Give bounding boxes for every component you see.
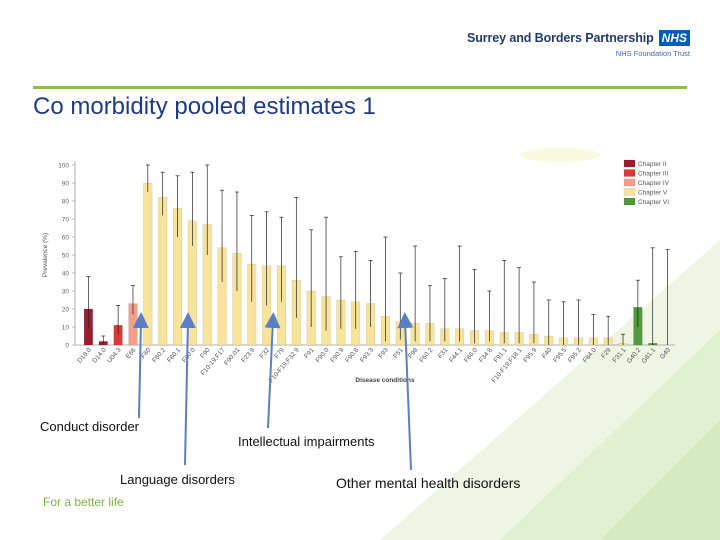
x-tick-label: U04.3 [106,347,123,365]
legend-swatch [623,169,636,177]
x-tick-label: F93 [377,346,390,359]
x-tick-label: F98 [407,346,420,359]
x-tick-label: G40 [659,346,673,360]
y-axis-title: Prevalence (%) [42,233,49,277]
y-tick-label: 80 [62,199,70,206]
footer-tagline: For a better life [43,495,124,509]
x-tick-label: F80 [140,346,153,359]
nhs-badge: NHS [658,30,690,46]
y-tick-label: 50 [62,253,70,260]
x-tick-label: F90.8 [344,346,360,364]
x-tick-label: F51 [392,346,405,359]
legend-label: Chapter VI [638,199,669,206]
x-tick-label: F80.2 [151,346,167,364]
y-tick-label: 0 [65,343,69,350]
x-tick-label: F86.0 [463,346,479,364]
y-tick-label: 30 [62,289,70,296]
bar-F80 [143,182,153,346]
org-name: Surrey and Borders Partnership [467,31,654,45]
legend-label: Chapter V [638,190,668,197]
title-rule [33,86,687,89]
x-tick-label: F84.0 [582,346,598,364]
x-tick-label: F40 [541,346,554,359]
y-tick-label: 70 [62,217,70,224]
callout-intellectual-impairments: Intellectual impairments [238,434,375,449]
x-tick-label: F95.2 [567,346,583,364]
page-title: Co morbidity pooled estimates 1 [33,93,376,120]
y-tick-label: 40 [62,271,70,278]
x-tick-label: F80.0 [181,346,197,364]
bar-F80.2 [158,197,168,346]
x-tick-label: F44.1 [448,346,464,364]
x-tick-label: F91 [303,346,316,359]
x-tick-label: F95.5 [552,346,568,364]
y-tick-label: 60 [62,235,70,242]
x-tick-label: F90.9 [329,346,345,364]
x-tick-label: F79 [273,346,286,359]
x-tick-label: F95.9 [522,346,538,364]
x-tick-label: D14.0 [91,347,108,365]
x-tick-label: F60.2 [418,346,434,364]
x-tick-label: D18.0 [76,347,93,365]
x-tick-label: F32 [259,346,272,359]
legend-swatch [623,197,636,206]
x-tick-label: F90.01 [223,347,242,367]
y-tick-label: 20 [62,307,70,314]
legend-swatch [623,178,636,187]
legend-label: Chapter III [638,171,669,178]
legend-swatch [623,188,636,196]
y-tick-label: 100 [58,163,69,170]
x-tick-label: F90.0 [315,346,331,364]
x-tick-label: F90 [199,346,212,359]
legend-swatch [623,159,636,168]
prevalence-bar-chart: 0 10 20 30 40 50 60 70 80 90 100 Prevalence (%) D18.… [42,159,675,384]
x-axis-title: Disease conditions [355,377,415,384]
x-tick-label: F93.3 [359,346,375,364]
nhs-trust-logo: Surrey and Borders Partnership NHS NHS F… [467,30,690,58]
x-tick-label: F80.1 [166,346,182,364]
callout-conduct-disorder: Conduct disorder [40,419,139,434]
callout-other-disorders: Other mental health disorders [336,475,521,491]
x-tick-label: F31 [437,346,450,359]
org-subtitle: NHS Foundation Trust [615,49,690,58]
x-tick-label: F29 [600,346,613,359]
legend-label: Chapter II [638,161,667,168]
legend-label: Chapter IV [638,180,670,187]
x-tick-label: G81.1 [641,347,658,365]
x-tick-label: E66 [125,347,138,361]
y-tick-label: 90 [62,181,70,188]
y-tick-label: 10 [62,325,70,332]
x-tick-label: F34.8 [478,346,494,364]
x-tick-label: F23.9 [240,346,256,364]
callout-language-disorders: Language disorders [120,472,235,487]
x-tick-label: G40.2 [626,347,643,365]
